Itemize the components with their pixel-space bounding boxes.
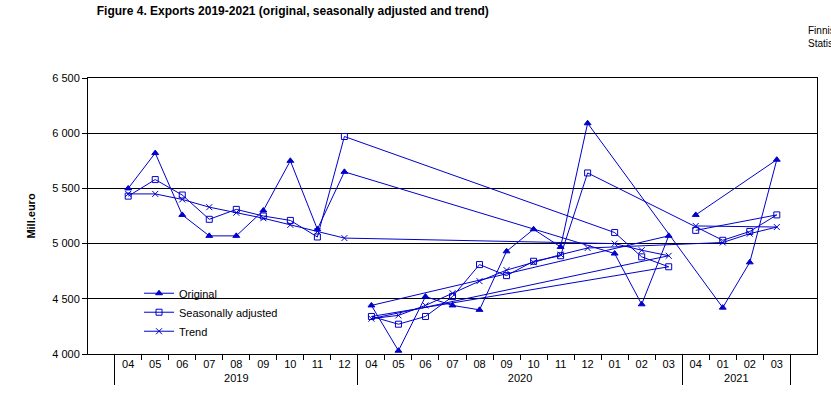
svg-text:02: 02 [744, 358, 756, 370]
svg-text:05: 05 [392, 358, 404, 370]
svg-text:05: 05 [149, 358, 161, 370]
svg-text:Mill.euro: Mill.euro [25, 193, 37, 239]
svg-text:Finnish CustomsStatistics: Finnish CustomsStatistics [808, 25, 831, 49]
svg-text:12: 12 [581, 358, 593, 370]
svg-text:08: 08 [230, 358, 242, 370]
svg-text:6 500: 6 500 [52, 72, 80, 84]
svg-text:09: 09 [500, 358, 512, 370]
svg-text:07: 07 [203, 358, 215, 370]
svg-text:Trend: Trend [179, 326, 207, 338]
svg-text:01: 01 [609, 358, 621, 370]
svg-text:11: 11 [555, 358, 566, 370]
svg-text:04: 04 [122, 358, 134, 370]
svg-text:09: 09 [257, 358, 269, 370]
svg-text:6 000: 6 000 [52, 127, 80, 139]
svg-text:4 500: 4 500 [52, 293, 80, 305]
svg-text:06: 06 [176, 358, 188, 370]
svg-text:03: 03 [771, 358, 783, 370]
svg-text:5 000: 5 000 [52, 237, 80, 249]
svg-text:01: 01 [717, 358, 729, 370]
svg-text:11: 11 [312, 358, 323, 370]
svg-text:2019: 2019 [224, 372, 248, 384]
svg-text:2020: 2020 [508, 372, 532, 384]
svg-text:02: 02 [636, 358, 648, 370]
svg-text:06: 06 [419, 358, 431, 370]
svg-text:Figure 4. Exports 2019-2021 (o: Figure 4. Exports 2019-2021 (original, s… [97, 4, 489, 18]
svg-text:Original: Original [179, 288, 217, 300]
svg-text:2021: 2021 [724, 372, 748, 384]
svg-text:03: 03 [663, 358, 675, 370]
svg-text:04: 04 [365, 358, 377, 370]
svg-text:07: 07 [446, 358, 458, 370]
svg-text:08: 08 [473, 358, 485, 370]
svg-text:4 000: 4 000 [52, 348, 80, 360]
svg-text:10: 10 [284, 358, 296, 370]
svg-text:Seasonally adjusted: Seasonally adjusted [179, 307, 277, 319]
svg-text:5 500: 5 500 [52, 182, 80, 194]
svg-text:04: 04 [690, 358, 702, 370]
svg-text:10: 10 [527, 358, 539, 370]
svg-text:12: 12 [338, 358, 350, 370]
